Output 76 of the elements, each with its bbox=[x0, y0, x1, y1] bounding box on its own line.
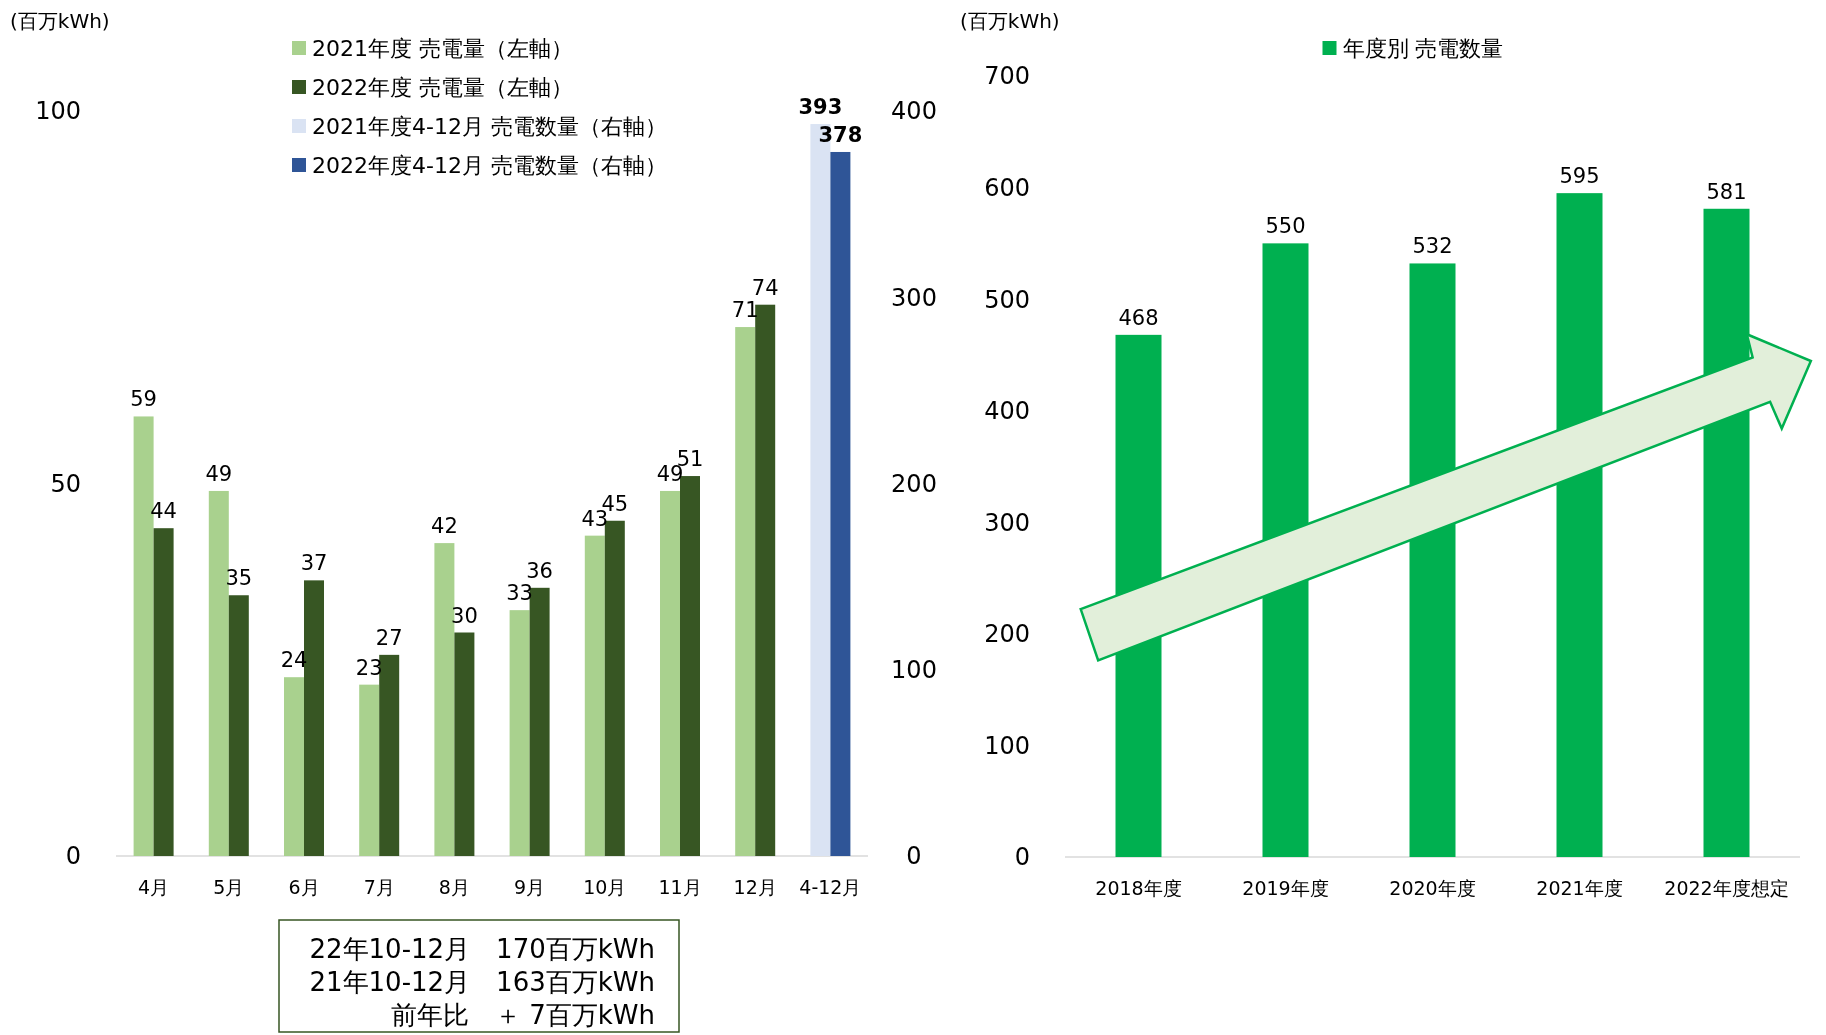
y-tick-label: 0 bbox=[1014, 843, 1030, 872]
y-tick-label: 50 bbox=[50, 469, 81, 498]
x-tick-label: 2022年度想定 bbox=[1664, 877, 1789, 899]
data-label: 27 bbox=[375, 625, 403, 650]
bar bbox=[153, 528, 174, 856]
legend-label: 2022年度4-12月 売電数量（右軸） bbox=[312, 152, 667, 178]
x-tick-label: 2020年度 bbox=[1389, 877, 1476, 899]
x-tick-label: 4-12月 bbox=[799, 876, 862, 898]
bar bbox=[359, 684, 380, 856]
x-tick-label: 5月 bbox=[213, 876, 245, 898]
data-label: 378 bbox=[818, 122, 863, 147]
legend-label: 2022年度 売電量（左軸） bbox=[312, 74, 573, 100]
y-axis-title: (百万kWh) bbox=[10, 9, 110, 33]
x-tick-label: 12月 bbox=[733, 876, 777, 898]
data-label: 49 bbox=[205, 461, 233, 486]
y-tick-label: 100 bbox=[35, 97, 81, 126]
x-tick-label: 2018年度 bbox=[1095, 877, 1182, 899]
data-label: 581 bbox=[1706, 179, 1747, 204]
data-label: 35 bbox=[225, 566, 253, 591]
y-tick-label: 500 bbox=[984, 285, 1030, 314]
data-label: 393 bbox=[798, 95, 843, 120]
y2-tick-label: 0 bbox=[906, 842, 922, 871]
y-tick-label: 700 bbox=[984, 62, 1030, 91]
y-tick-label: 200 bbox=[984, 620, 1030, 649]
y-tick-label: 0 bbox=[65, 842, 81, 871]
data-label: 30 bbox=[451, 603, 478, 628]
bar bbox=[1556, 193, 1603, 857]
data-label: 59 bbox=[130, 387, 157, 412]
y-tick-label: 600 bbox=[984, 173, 1030, 202]
bar bbox=[1409, 263, 1456, 857]
bar bbox=[584, 535, 605, 856]
x-tick-label: 11月 bbox=[658, 876, 702, 898]
y2-tick-label: 200 bbox=[891, 469, 937, 498]
y-tick-label: 300 bbox=[984, 508, 1030, 537]
bar bbox=[529, 587, 550, 856]
data-label: 595 bbox=[1559, 164, 1600, 189]
x-tick-label: 7月 bbox=[363, 876, 395, 898]
bar bbox=[680, 476, 700, 856]
bar bbox=[454, 632, 475, 856]
bar bbox=[228, 595, 249, 856]
bar bbox=[735, 327, 756, 856]
data-label: 550 bbox=[1265, 214, 1306, 239]
x-tick-label: 6月 bbox=[288, 876, 320, 898]
x-tick-label: 4月 bbox=[138, 876, 170, 898]
bar bbox=[208, 490, 229, 856]
bar bbox=[379, 654, 400, 856]
bar bbox=[755, 304, 776, 856]
data-label: 36 bbox=[526, 558, 553, 583]
bar bbox=[1703, 208, 1750, 857]
data-label: 74 bbox=[751, 275, 779, 300]
x-tick-label: 2021年度 bbox=[1536, 877, 1623, 899]
y2-tick-label: 300 bbox=[891, 283, 937, 312]
bar bbox=[1262, 243, 1309, 857]
data-label: 42 bbox=[431, 514, 458, 539]
bar bbox=[509, 610, 530, 856]
y2-tick-label: 100 bbox=[891, 656, 937, 685]
bar bbox=[284, 677, 304, 856]
text: 前年比 ＋ 7百万kWh bbox=[390, 1000, 655, 1030]
x-tick-label: 8月 bbox=[438, 876, 470, 898]
x-tick-label: 2019年度 bbox=[1242, 877, 1329, 899]
x-tick-label: 9月 bbox=[514, 876, 546, 898]
legend-label: 2021年度4-12月 売電数量（右軸） bbox=[312, 113, 667, 139]
y-axis-title: (百万kWh) bbox=[960, 9, 1060, 33]
y-tick-label: 100 bbox=[984, 731, 1030, 760]
y2-tick-label: 400 bbox=[891, 97, 937, 126]
text: 21年10-12月 163百万kWh bbox=[309, 967, 655, 997]
data-label: 468 bbox=[1118, 305, 1159, 330]
x-tick-label: 10月 bbox=[583, 876, 627, 898]
legend-label: 2021年度 売電量（左軸） bbox=[312, 35, 573, 61]
data-label: 44 bbox=[150, 499, 177, 524]
data-label: 532 bbox=[1412, 234, 1453, 259]
legend-label: 年度別 売電数量 bbox=[1342, 35, 1504, 61]
y-tick-label: 400 bbox=[984, 397, 1030, 426]
text: 22年10-12月 170百万kWh bbox=[309, 934, 655, 964]
data-label: 37 bbox=[300, 551, 328, 576]
bar bbox=[660, 490, 680, 856]
